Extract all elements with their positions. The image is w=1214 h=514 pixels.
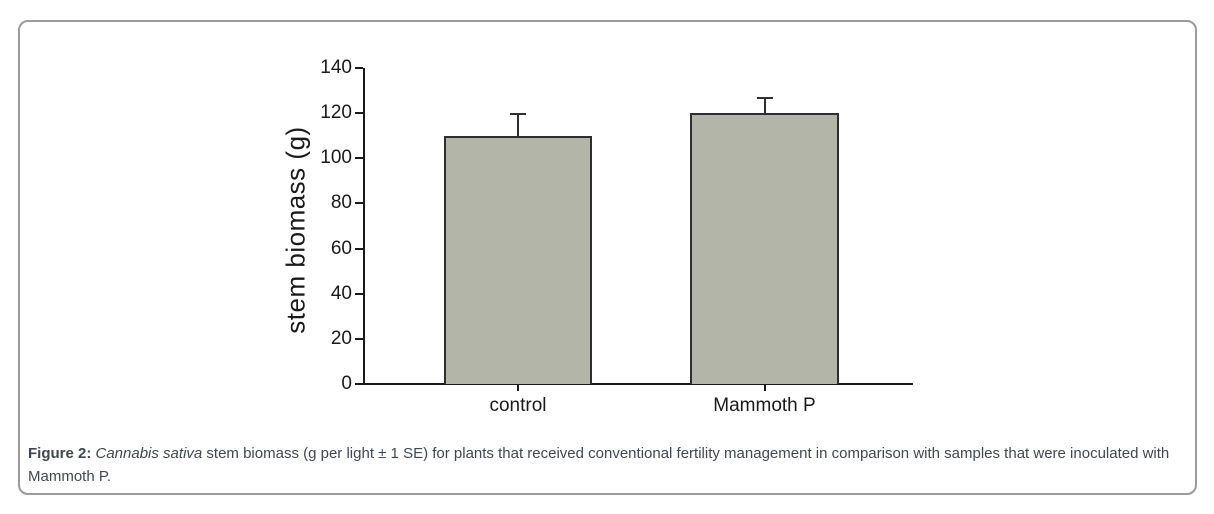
error-bar-cap <box>510 113 526 116</box>
error-bar-cap <box>756 97 773 100</box>
error-bar-line <box>763 98 766 114</box>
y-axis-line <box>363 68 365 385</box>
x-category-label: control <box>489 395 547 416</box>
y-tick-label: 100 <box>320 147 352 169</box>
y-tick-label: 80 <box>330 192 352 214</box>
y-tick-mark <box>355 67 363 69</box>
y-tick-mark <box>355 292 363 295</box>
figure-caption-label: Figure 2: <box>28 445 92 462</box>
y-tick-mark <box>355 337 363 340</box>
x-tick-mark <box>517 385 519 391</box>
y-tick-mark <box>355 383 363 385</box>
y-tick-mark <box>355 202 363 205</box>
x-tick-mark <box>763 385 766 391</box>
y-tick-mark <box>355 247 363 250</box>
y-tick-mark <box>355 112 363 115</box>
y-tick-label: 60 <box>330 237 352 259</box>
y-tick-label: 40 <box>330 282 352 304</box>
bar-mammoth-p <box>690 113 839 384</box>
x-axis-line <box>363 383 913 385</box>
figure-caption-text: stem biomass (g per light ± 1 SE) for pl… <box>28 445 1170 485</box>
figure-caption: Figure 2: Cannabis sativa stem biomass (… <box>28 443 1186 488</box>
y-tick-label: 120 <box>320 102 352 124</box>
bar-control <box>444 135 592 384</box>
y-tick-label: 140 <box>320 57 352 78</box>
x-category-label: Mammoth P <box>713 395 816 416</box>
figure-caption-species: Cannabis sativa <box>91 445 207 462</box>
figure-panel <box>18 20 1197 495</box>
y-tick-label: 20 <box>330 327 352 349</box>
y-tick-mark <box>355 157 363 160</box>
y-tick-label: 0 <box>341 373 352 394</box>
error-bar-line <box>517 114 519 136</box>
